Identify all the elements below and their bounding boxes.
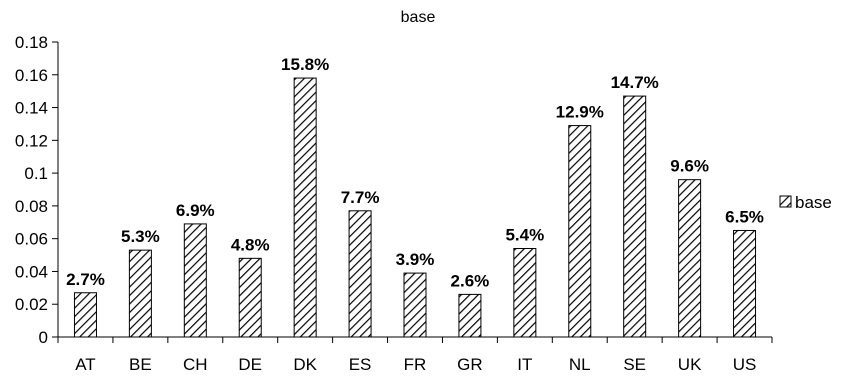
x-tick-label: AT: [75, 355, 95, 374]
x-tick-label: NL: [569, 355, 591, 374]
legend-label: base: [795, 193, 832, 212]
data-label-at: 2.7%: [66, 270, 105, 289]
x-tick-label: UK: [678, 355, 702, 374]
bar-nl: [568, 125, 592, 338]
y-tick-label: 0.16: [15, 66, 48, 85]
y-tick-label: 0.08: [15, 197, 48, 216]
data-label-it: 5.4%: [505, 226, 544, 245]
y-tick-label: 0.02: [15, 295, 48, 314]
y-axis: 0 0.02 0.04 0.06 0.08 0.1 0.12 0.14 0.16 0.18: [15, 33, 59, 347]
x-tick-label: US: [733, 355, 757, 374]
y-tick-label: 0.18: [15, 33, 48, 52]
bar-dk: [293, 77, 317, 338]
x-tick-label: DE: [238, 355, 262, 374]
data-label-ch: 6.9%: [176, 201, 215, 220]
x-tick-label: SE: [623, 355, 646, 374]
data-label-de: 4.8%: [231, 235, 270, 254]
y-tick-label: 0.14: [15, 99, 48, 118]
x-tick-label: FR: [404, 355, 427, 374]
x-tick-label: ES: [349, 355, 372, 374]
y-tick-label: 0.1: [24, 164, 48, 183]
y-tick-label: 0.06: [15, 230, 48, 249]
bar-uk: [678, 179, 702, 338]
data-label-uk: 9.6%: [670, 157, 709, 176]
x-tick-label: IT: [517, 355, 532, 374]
x-tick-label: BE: [129, 355, 152, 374]
legend-swatch: [779, 195, 792, 208]
data-labels: 2.7% 5.3% 6.9% 4.8% 15.8% 7.7% 3.9% 2.6% 5.4% 12.…: [66, 55, 764, 290]
data-label-gr: 2.6%: [451, 271, 490, 290]
y-tick-label: 0: [39, 328, 48, 347]
bar-at: [73, 292, 97, 338]
data-label-fr: 3.9%: [396, 250, 435, 269]
data-label-es: 7.7%: [341, 188, 380, 207]
y-tick-label: 0.12: [15, 131, 48, 150]
legend: base: [779, 193, 832, 212]
bars: [73, 77, 757, 338]
bar-gr: [458, 293, 482, 338]
chart-title: base: [401, 9, 436, 26]
x-tick-label: GR: [457, 355, 483, 374]
bar-be: [128, 249, 152, 338]
x-axis: AT BE CH DE DK ES FR GR IT NL SE UK US: [57, 336, 773, 374]
x-tick-label: DK: [293, 355, 317, 374]
x-tick-label: CH: [183, 355, 208, 374]
bar-it: [513, 248, 537, 338]
bar-es: [348, 210, 372, 338]
data-label-dk: 15.8%: [281, 55, 329, 74]
bar-de: [238, 257, 262, 338]
data-label-nl: 12.9%: [556, 103, 604, 122]
data-label-se: 14.7%: [611, 73, 659, 92]
data-label-be: 5.3%: [121, 227, 160, 246]
bar-ch: [183, 223, 207, 338]
bar-se: [623, 95, 647, 338]
data-label-us: 6.5%: [725, 207, 764, 226]
y-tick-label: 0.04: [15, 262, 48, 281]
bar-fr: [403, 272, 427, 338]
bar-us: [733, 229, 757, 338]
